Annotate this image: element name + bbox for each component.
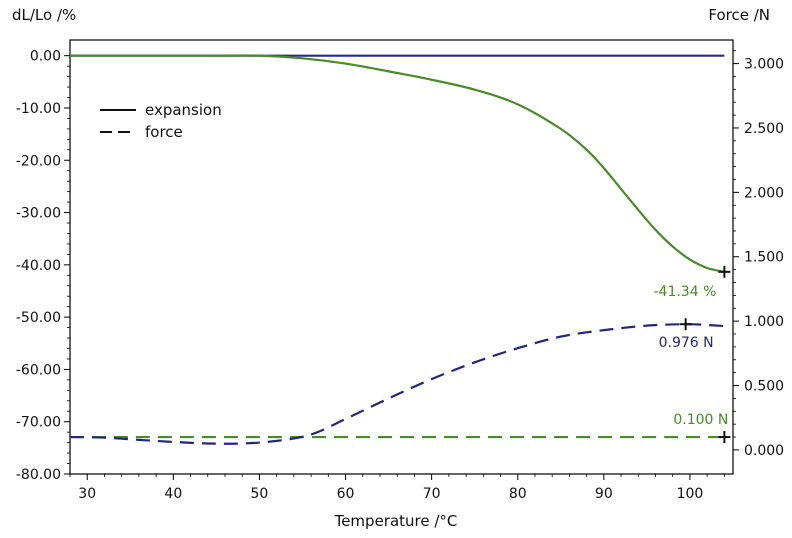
y-left-tick-label: -50.00 <box>16 310 61 326</box>
crosshair-marker <box>718 431 730 443</box>
crosshair-marker <box>680 318 692 330</box>
y-right-tick-label: 0.500 <box>744 379 784 395</box>
x-tick-label: 60 <box>337 486 355 502</box>
crosshair-marker <box>718 266 730 278</box>
y-axis-left-title: dL/Lo /% <box>12 6 76 24</box>
y-right-tick-label: 2.500 <box>744 121 784 137</box>
x-tick-label: 40 <box>164 486 182 502</box>
x-tick-label: 70 <box>423 486 441 502</box>
legend-label: force <box>145 123 183 141</box>
y-left-tick-label: -10.00 <box>16 101 61 117</box>
chart-container: 30 40 50 60 70 80 90 100 0.00 -10.00 -20.00 -30.00 -… <box>0 0 792 538</box>
y-right-tick-label: 0.000 <box>744 443 784 459</box>
annotation-label: -41.34 % <box>653 284 716 300</box>
x-axis-title: Temperature /°C <box>334 512 458 530</box>
legend-item: expansion <box>100 101 222 119</box>
y-right-tick-label: 1.500 <box>744 250 784 266</box>
y-left-tick-label: -70.00 <box>16 415 61 431</box>
y-right-tick-label: 3.000 <box>744 57 784 73</box>
y-axis-right-title: Force /N <box>708 6 770 24</box>
legend-item: force <box>100 123 183 141</box>
y-left-tick-label: -20.00 <box>16 153 61 169</box>
annotation-label: 0.100 N <box>673 412 728 428</box>
chart-svg: 30 40 50 60 70 80 90 100 0.00 -10.00 -20.00 -30.00 -… <box>0 0 792 538</box>
annotation-label: 0.976 N <box>659 335 714 351</box>
y-right-tick-label: 2.000 <box>744 185 784 201</box>
x-tick-label: 50 <box>251 486 269 502</box>
y-left-tick-label: -30.00 <box>16 206 61 222</box>
series-expansion-line <box>70 55 724 271</box>
y-right-tick-label: 1.000 <box>744 314 784 330</box>
x-tick-label: 80 <box>509 486 527 502</box>
x-tick-label: 100 <box>677 486 704 502</box>
y-left-tick-label: -80.00 <box>16 467 61 483</box>
y-left-tick-label: 0.00 <box>30 49 61 65</box>
x-tick-label: 30 <box>78 486 96 502</box>
x-tick-label: 90 <box>595 486 613 502</box>
legend-label: expansion <box>145 101 222 119</box>
y-left-tick-label: -60.00 <box>16 362 61 378</box>
series-force-line <box>70 324 724 444</box>
y-left-tick-label: -40.00 <box>16 258 61 274</box>
